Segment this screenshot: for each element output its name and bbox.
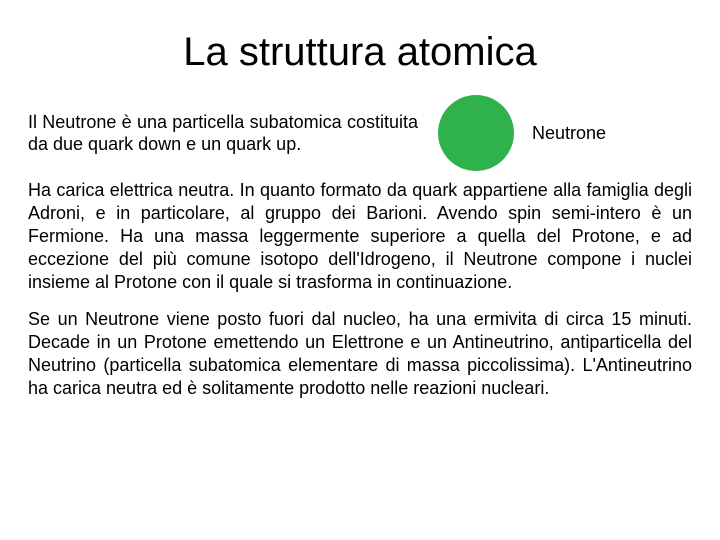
intro-row: Il Neutrone è una particella subatomica … (28, 95, 692, 171)
neutron-label: Neutrone (532, 123, 606, 144)
neutron-diagram: Neutrone (438, 95, 606, 171)
paragraph-2: Se un Neutrone viene posto fuori dal nuc… (28, 308, 692, 400)
page-title: La struttura atomica (28, 30, 692, 75)
paragraph-1: Ha carica elettrica neutra. In quanto fo… (28, 179, 692, 294)
intro-paragraph: Il Neutrone è una particella subatomica … (28, 111, 418, 156)
neutron-circle-icon (438, 95, 514, 171)
slide: La struttura atomica Il Neutrone è una p… (0, 0, 720, 540)
